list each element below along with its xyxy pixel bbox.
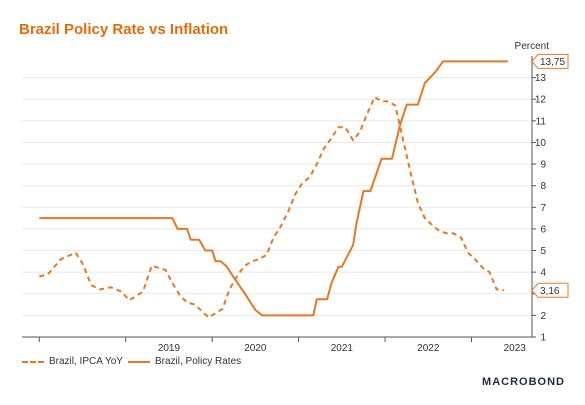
series-line-policy-rate bbox=[39, 60, 508, 317]
x-tick-label-2020: 2020 bbox=[244, 343, 267, 354]
legend-label-policy: Brazil, Policy Rates bbox=[155, 356, 242, 367]
legend-swatch-dashed bbox=[22, 360, 44, 363]
end-label-text-0: 13,75 bbox=[540, 57, 565, 68]
y-axis-label: Percent bbox=[515, 41, 550, 52]
y-tick-label-13: 13 bbox=[535, 73, 547, 84]
y-tick-label-1: 1 bbox=[540, 333, 546, 344]
x-tick-label-2022: 2022 bbox=[417, 343, 440, 354]
y-tick-label-12: 12 bbox=[535, 95, 547, 106]
y-tick-label-7: 7 bbox=[540, 203, 546, 214]
end-label-1: 3,16 bbox=[531, 282, 569, 298]
x-tick-label-2023: 2023 bbox=[504, 343, 527, 354]
y-tick-label-11: 11 bbox=[536, 116, 547, 127]
end-label-text-1: 3,16 bbox=[540, 286, 560, 297]
y-tick-label-10: 10 bbox=[535, 138, 547, 149]
y-tick-label-5: 5 bbox=[540, 246, 546, 257]
tick-labels: 123456789101112132019202020212022202313,… bbox=[158, 53, 569, 354]
end-label-box-1 bbox=[531, 282, 569, 298]
legend-item-ipca: Brazil, IPCA YoY bbox=[22, 356, 123, 367]
series-group bbox=[39, 60, 508, 319]
legend-item-policy: Brazil, Policy Rates bbox=[128, 356, 241, 367]
end-label-0: 13,75 bbox=[531, 53, 569, 69]
legend-swatch-solid bbox=[128, 360, 150, 363]
y-tick-label-9: 9 bbox=[540, 160, 546, 171]
end-label-box-0 bbox=[531, 53, 569, 69]
y-tick-label-4: 4 bbox=[540, 268, 546, 279]
grid-lines bbox=[22, 77, 532, 338]
y-tick-label-6: 6 bbox=[540, 224, 546, 235]
x-tick-label-2021: 2021 bbox=[331, 343, 354, 354]
legend-label-ipca: Brazil, IPCA YoY bbox=[49, 356, 123, 367]
macrobond-logo: MACROBOND bbox=[482, 376, 565, 388]
y-tick-label-2: 2 bbox=[540, 311, 546, 322]
chart-title: Brazil Policy Rate vs Inflation bbox=[19, 21, 229, 38]
series-line-ipca bbox=[39, 96, 505, 319]
x-tick-label-2019: 2019 bbox=[158, 343, 181, 354]
y-tick-label-8: 8 bbox=[540, 181, 546, 192]
